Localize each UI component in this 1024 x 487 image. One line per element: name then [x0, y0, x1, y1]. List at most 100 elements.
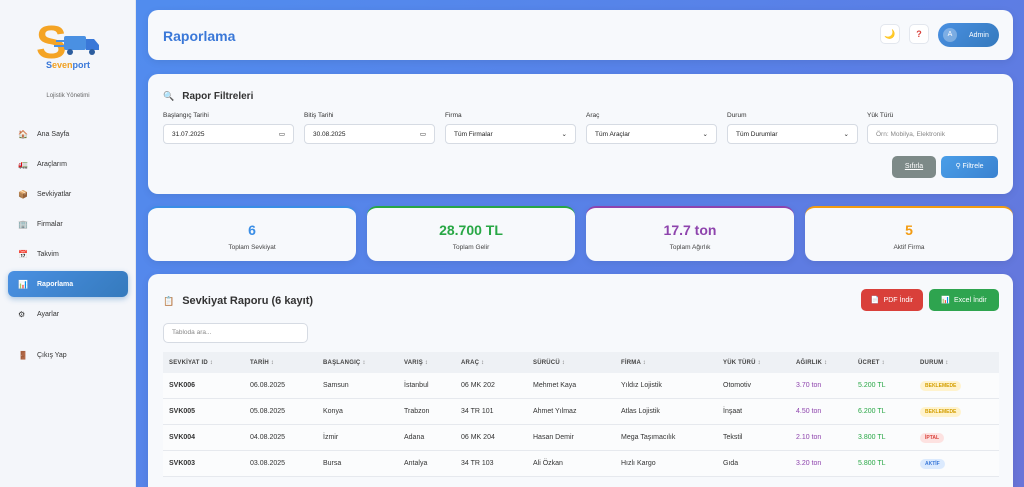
- company-label: Firma: [445, 112, 462, 119]
- column-header[interactable]: BAŞLANGIÇ ↕: [317, 360, 398, 366]
- report-title: 📋 Sevkiyat Raporu (6 kayıt): [163, 295, 313, 307]
- status-badge: BEKLEMEDE: [920, 380, 962, 391]
- vehicle-label: Araç: [586, 112, 600, 119]
- status-badge: AKTİF: [920, 458, 945, 469]
- table-row[interactable]: SVK003 03.08.2025 Bursa Antalya 34 TR 103 Ali…: [163, 451, 999, 477]
- cell-price: 5.200 TL: [858, 382, 886, 389]
- cell-driver: Ahmet Yılmaz: [533, 408, 577, 415]
- help-button[interactable]: ?: [909, 24, 929, 44]
- cell-date: 03.08.2025: [250, 460, 286, 467]
- logout-button[interactable]: 🚪 Çıkış Yap: [8, 342, 128, 368]
- cell-driver: Hasan Demir: [533, 434, 574, 441]
- sidebar-item-label: Firmalar: [37, 220, 63, 228]
- table-search-input[interactable]: Tabloda ara...: [163, 323, 308, 343]
- load-type-input[interactable]: Örn: Mobilya, Elektronik: [867, 124, 998, 144]
- building-icon: 🏢: [18, 219, 28, 229]
- stat-label: Toplam Sevkiyat: [228, 244, 276, 251]
- cell-company: Atlas Lojistik: [621, 408, 660, 415]
- column-header[interactable]: AĞIRLIK ↕: [790, 360, 852, 366]
- company-value: Tüm Firmalar: [454, 130, 493, 138]
- search-icon: ⚲: [955, 163, 963, 170]
- status-value: Tüm Durumlar: [736, 130, 778, 138]
- cell-load: Gıda: [723, 460, 739, 467]
- chevron-down-icon: ⌄: [702, 131, 708, 138]
- user-menu-button[interactable]: A Admin: [938, 23, 999, 47]
- status-badge: İPTAL: [920, 432, 945, 443]
- column-header[interactable]: YÜK TÜRÜ ↕: [717, 360, 790, 366]
- reset-button[interactable]: Sıfırla: [892, 156, 936, 178]
- company-field: Firma Tüm Firmalar ⌄: [445, 112, 576, 144]
- moon-icon: 🌙: [884, 29, 896, 39]
- stat-card-companies: 5 Aktif Firma: [805, 206, 1013, 261]
- avatar: A: [943, 28, 957, 42]
- search-icon: 🔍: [163, 91, 175, 101]
- table-row[interactable]: SVK004 04.08.2025 İzmir Adana 06 MK 204 Hasan…: [163, 425, 999, 451]
- box-icon: 📦: [18, 189, 28, 199]
- sidebar-item-settings[interactable]: ⚙ Ayarlar: [8, 301, 128, 327]
- gear-icon: ⚙: [18, 309, 26, 319]
- vehicle-select[interactable]: Tüm Araçlar ⌄: [586, 124, 717, 144]
- sidebar-item-label: Raporlama: [37, 280, 74, 288]
- page-title: Raporlama: [163, 28, 236, 44]
- sidebar-item-companies[interactable]: 🏢 Firmalar: [8, 211, 128, 237]
- logout-label: Çıkış Yap: [37, 351, 67, 359]
- table-row[interactable]: SVK005 05.08.2025 Konya Trabzon 34 TR 101 Ahm…: [163, 399, 999, 425]
- company-select[interactable]: Tüm Firmalar ⌄: [445, 124, 576, 144]
- vehicle-field: Araç Tüm Araçlar ⌄: [586, 112, 717, 144]
- column-header-label: ÜCRET: [858, 359, 880, 366]
- excel-button-label: Excel İndir: [954, 296, 987, 304]
- cell-date: 05.08.2025: [250, 408, 286, 415]
- column-header[interactable]: SÜRÜCÜ ↕: [527, 360, 615, 366]
- sidebar-item-vehicles[interactable]: 🚛 Araçlarım: [8, 151, 128, 177]
- column-header[interactable]: TARİH ↕: [244, 360, 317, 366]
- sort-icon: ↕: [422, 359, 428, 366]
- stat-card-shipments: 6 Toplam Sevkiyat: [148, 206, 356, 261]
- pdf-icon: 📄: [870, 297, 880, 304]
- filter-button[interactable]: ⚲ Filtrele: [941, 156, 998, 178]
- sort-icon: ↕: [879, 359, 885, 366]
- start-date-value: 31.07.2025: [172, 130, 205, 138]
- column-header-label: SEVKİYAT ID: [169, 359, 208, 366]
- table-header: SEVKİYAT ID ↕ TARİH ↕ BAŞLANGIÇ ↕ VARIŞ ↕ AR…: [163, 352, 999, 373]
- end-date-value: 30.08.2025: [313, 130, 346, 138]
- status-badge: BEKLEMEDE: [920, 406, 962, 417]
- cell-weight: 2.10 ton: [796, 434, 822, 441]
- user-name: Admin: [969, 31, 989, 39]
- cell-vehicle: 34 TR 101: [461, 408, 494, 415]
- status-select[interactable]: Tüm Durumlar ⌄: [727, 124, 858, 144]
- column-header[interactable]: FİRMA ↕: [615, 360, 717, 366]
- sidebar-item-home[interactable]: 🏠 Ana Sayfa: [8, 121, 128, 147]
- stat-value: 17.7 ton: [663, 222, 717, 238]
- sort-icon: ↕: [640, 359, 646, 366]
- sidebar-item-calendar[interactable]: 📅 Takvim: [8, 241, 128, 267]
- column-header[interactable]: ARAÇ ↕: [455, 360, 527, 366]
- theme-toggle-button[interactable]: 🌙: [880, 24, 900, 44]
- end-date-input[interactable]: 30.08.2025 ▭: [304, 124, 435, 144]
- sort-icon: ↕: [755, 359, 761, 366]
- pdf-download-button[interactable]: 📄 PDF İndir: [861, 289, 923, 311]
- sidebar-item-reports[interactable]: 📊 Raporlama: [8, 271, 128, 297]
- sidebar-item-shipments[interactable]: 📦 Sevkiyatlar: [8, 181, 128, 207]
- column-header[interactable]: ÜCRET ↕: [852, 360, 914, 366]
- start-date-input[interactable]: 31.07.2025 ▭: [163, 124, 294, 144]
- calendar-picker-icon: ▭: [278, 131, 285, 138]
- load-type-label: Yük Türü: [867, 112, 894, 119]
- table-row[interactable]: SVK006 06.08.2025 Samsun İstanbul 06 MK 202 M…: [163, 373, 999, 399]
- brand-name: Sevenport: [45, 60, 91, 70]
- stat-label: Toplam Gelir: [452, 244, 490, 251]
- column-header[interactable]: DURUM ↕: [914, 360, 999, 366]
- column-header[interactable]: SEVKİYAT ID ↕: [163, 360, 244, 366]
- start-date-label: Başlangıç Tarihi: [163, 112, 209, 119]
- cell-to: Adana: [404, 434, 425, 441]
- cell-load: Otomotiv: [723, 382, 752, 389]
- excel-download-button[interactable]: 📊 Excel İndir: [929, 289, 999, 311]
- report-panel: 📋 Sevkiyat Raporu (6 kayıt) 📄 PDF İndir 📊 E…: [148, 274, 1013, 487]
- cell-status: İPTAL: [914, 432, 999, 443]
- column-header[interactable]: VARIŞ ↕: [398, 360, 455, 366]
- sort-icon: ↕: [559, 359, 565, 366]
- cell-weight: 3.70 ton: [796, 382, 822, 389]
- column-header-label: VARIŞ: [404, 359, 423, 366]
- sidebar-item-label: Sevkiyatlar: [37, 190, 72, 198]
- sort-icon: ↕: [268, 359, 274, 366]
- cell-id: SVK005: [169, 408, 196, 415]
